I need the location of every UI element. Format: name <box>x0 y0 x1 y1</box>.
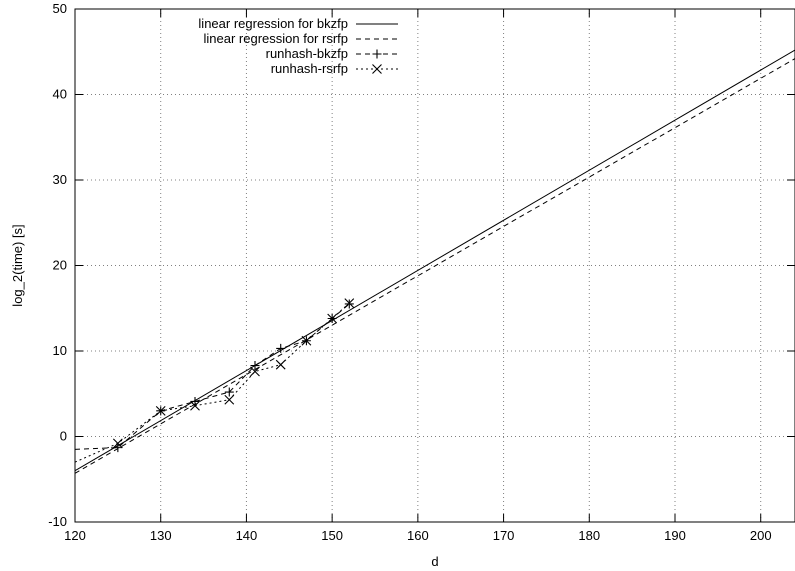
data-point-4 <box>344 298 355 309</box>
legend-label: linear regression for bkzfp <box>198 16 348 31</box>
data-point-4 <box>190 400 200 411</box>
data-point-3 <box>113 443 123 453</box>
x-tick-label: 120 <box>64 528 86 543</box>
x-tick-label: 180 <box>578 528 600 543</box>
y-tick-label: 50 <box>53 1 67 16</box>
x-tick-label: 150 <box>321 528 343 543</box>
series-line-4 <box>75 302 350 463</box>
data-point-3 <box>190 396 200 406</box>
x-tick-label: 170 <box>493 528 515 543</box>
x-tick-label: 160 <box>407 528 429 543</box>
series-line-3 <box>75 303 350 450</box>
axis-ticks: 120 130 140 150 160 170 180 190 200 -10 0 10 20 30 40 5… <box>48 1 795 543</box>
x-tick-label: 140 <box>236 528 258 543</box>
y-tick-label: 0 <box>60 429 67 444</box>
data-point-3 <box>276 343 286 353</box>
legend-marker <box>372 64 382 74</box>
y-tick-label: 10 <box>53 343 67 358</box>
legend-label: runhash-bkzfp <box>266 46 348 61</box>
x-tick-label: 130 <box>150 528 172 543</box>
x-axis-label: d <box>431 554 438 569</box>
data-point-3 <box>250 361 260 371</box>
legend-marker <box>372 49 382 59</box>
y-axis-label: log_2(time) [s] <box>10 224 25 306</box>
y-tick-label: 40 <box>53 87 67 102</box>
y-tick-label: 30 <box>53 172 67 187</box>
series-line-1 <box>75 49 795 472</box>
legend-label: linear regression for rsrfp <box>204 31 349 46</box>
data-point-4 <box>250 366 260 377</box>
y-tick-label: 20 <box>53 258 67 273</box>
data-point-3 <box>344 299 354 309</box>
plot-area <box>75 49 795 474</box>
y-tick-label: -10 <box>48 514 67 529</box>
data-point-4 <box>155 405 166 416</box>
x-tick-label: 190 <box>664 528 686 543</box>
data-point-4 <box>112 438 123 449</box>
data-point-4 <box>275 359 286 370</box>
data-point-4 <box>301 335 312 346</box>
x-tick-label: 200 <box>750 528 772 543</box>
data-point-4 <box>224 394 235 405</box>
data-point-3 <box>224 387 234 397</box>
data-point-4 <box>327 313 338 324</box>
legend-label: runhash-rsrfp <box>271 61 348 76</box>
